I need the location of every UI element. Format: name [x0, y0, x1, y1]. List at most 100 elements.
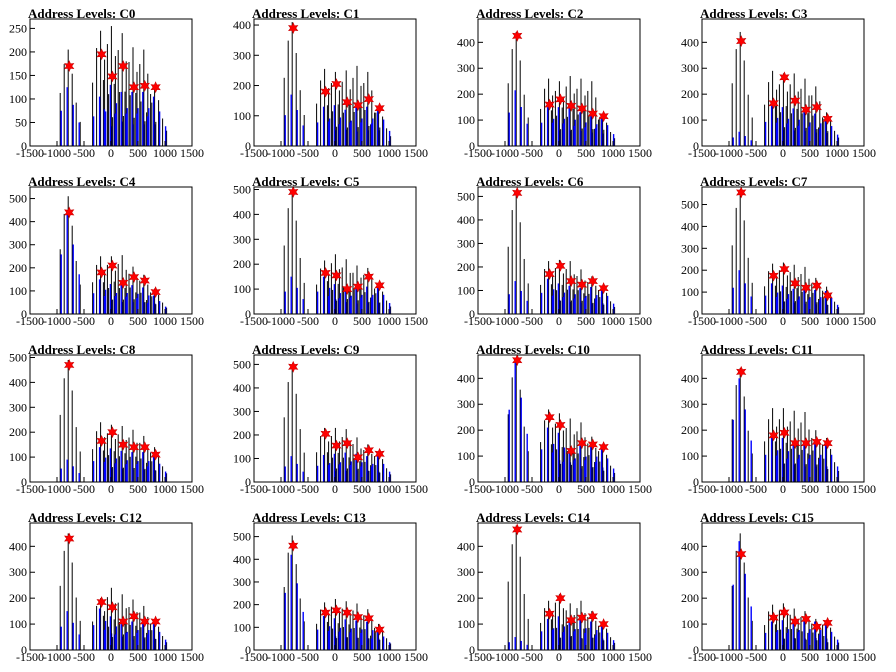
x-tick-label: -1000 — [43, 146, 71, 160]
y-tick-label: 200 — [9, 591, 27, 605]
peak-marker — [331, 78, 342, 90]
y-tick-label: 250 — [9, 21, 27, 35]
chart-svg: Address Levels: C50100200300400500-1500-… — [233, 174, 428, 328]
peak-marker — [779, 606, 790, 619]
chart-title: Address Levels: C13 — [252, 510, 366, 525]
y-tick-label: 100 — [233, 109, 251, 123]
peak-marker — [128, 271, 140, 283]
x-tick-label: -500 — [745, 314, 767, 328]
x-tick-label: -1000 — [267, 482, 295, 496]
peak-marker — [598, 282, 609, 295]
y-tick-label: 300 — [233, 575, 251, 589]
x-tick-label: 1500 — [852, 650, 876, 664]
x-tick-label: 0 — [332, 650, 338, 664]
x-tick-label: 0 — [332, 314, 338, 328]
peak-marker — [566, 99, 577, 112]
y-tick-label: 400 — [457, 213, 475, 227]
peak-marker — [320, 606, 331, 619]
peak-marker — [790, 615, 801, 628]
peak-marker — [96, 596, 107, 608]
y-tick-label: 300 — [681, 565, 699, 579]
y-tick-label: 300 — [9, 565, 27, 579]
y-tick-label: 200 — [9, 261, 27, 275]
peak-marker — [107, 259, 118, 272]
peak-marker — [288, 539, 299, 552]
x-tick-label: 1000 — [153, 650, 177, 664]
x-tick-label: 500 — [801, 482, 819, 496]
peak-marker — [512, 186, 523, 199]
y-tick-label: 400 — [233, 552, 251, 566]
x-tick-label: -1000 — [715, 650, 743, 664]
y-tick-label: 200 — [233, 257, 251, 271]
y-tick-label: 100 — [457, 283, 475, 297]
peak-marker — [118, 276, 129, 289]
x-tick-label: 1000 — [153, 314, 177, 328]
y-tick-label: 300 — [9, 400, 27, 414]
x-tick-label: -1000 — [715, 482, 743, 496]
chart-title: Address Levels: C15 — [700, 510, 814, 525]
x-tick-label: 0 — [780, 146, 786, 160]
peak-marker — [768, 97, 779, 110]
peak-marker — [822, 616, 833, 629]
peak-marker — [566, 614, 577, 627]
y-tick-label: 100 — [9, 450, 27, 464]
chart-svg: Address Levels: C1 0 100 200 300 400 -1500 -100… — [233, 6, 428, 160]
x-tick-label: -1500 — [16, 146, 44, 160]
peak-marker — [374, 279, 385, 292]
peak-marker — [587, 438, 598, 451]
chart-title: Address Levels: C0 — [28, 6, 135, 21]
peak-marker — [736, 35, 747, 47]
x-tick-label: 500 — [353, 146, 371, 160]
peak-marker — [800, 437, 812, 450]
x-tick-label: 1000 — [601, 146, 625, 160]
peak-marker — [107, 70, 118, 83]
y-tick-label: 0 — [469, 475, 475, 489]
x-tick-label: 1000 — [377, 146, 401, 160]
y-tick-label: 400 — [457, 539, 475, 553]
y-tick-label: 100 — [457, 113, 475, 127]
y-tick-label: 500 — [9, 350, 27, 364]
chart-svg: Address Levels: C60100200300400500-1500-… — [457, 174, 652, 328]
x-tick-label: -500 — [73, 650, 95, 664]
y-tick-label: 0 — [693, 475, 699, 489]
peak-marker — [736, 548, 747, 561]
x-tick-label: -1000 — [491, 482, 519, 496]
y-tick-label: 400 — [9, 539, 27, 553]
peak-marker — [288, 360, 299, 373]
x-tick-label: -1000 — [43, 482, 71, 496]
y-tick-label: 200 — [457, 423, 475, 437]
peak-marker — [288, 22, 299, 35]
chart-panel: Address Levels: C2 0 100 200 300 400 -1500 -100… — [448, 0, 672, 168]
x-tick-label: 0 — [780, 482, 786, 496]
peak-marker — [331, 269, 342, 282]
x-tick-label: 1000 — [601, 482, 625, 496]
peak-marker — [512, 523, 523, 536]
peak-marker — [566, 444, 577, 457]
x-tick-label: -1500 — [240, 650, 268, 664]
chart-panel: Address Levels: C7 0 100 200 300 400 500 -1500-… — [672, 168, 896, 336]
peak-marker — [352, 611, 364, 624]
chart-panel: Address Levels: C8 0 100 200 300 400 500 -1500-… — [0, 336, 224, 504]
x-tick-label: -1500 — [464, 650, 492, 664]
chart-title: Address Levels: C5 — [252, 174, 360, 189]
peak-marker — [331, 439, 342, 452]
x-tick-label: 1000 — [153, 146, 177, 160]
x-tick-label: 500 — [801, 650, 819, 664]
chart-title: Address Levels: C7 — [700, 174, 808, 189]
peak-marker — [811, 620, 822, 633]
peak-marker — [768, 611, 779, 624]
x-tick-label: 1500 — [852, 146, 876, 160]
x-tick-label: 0 — [108, 314, 114, 328]
peak-marker — [598, 618, 609, 631]
chart-svg: Address Levels: C10 0 100 200 300 400 -1500 -10… — [457, 342, 652, 496]
y-tick-label: 100 — [681, 449, 699, 463]
chart-title: Address Levels: C3 — [700, 6, 808, 21]
x-tick-label: 500 — [801, 314, 819, 328]
y-tick-label: 400 — [681, 219, 699, 233]
y-tick-label: 200 — [233, 598, 251, 612]
x-tick-label: -1000 — [715, 146, 743, 160]
x-tick-label: -500 — [73, 146, 95, 160]
chart-svg: Address Levels: C80100200300400500-1500-… — [9, 342, 204, 496]
y-tick-label: 0 — [693, 307, 699, 321]
x-tick-label: -1500 — [688, 314, 716, 328]
